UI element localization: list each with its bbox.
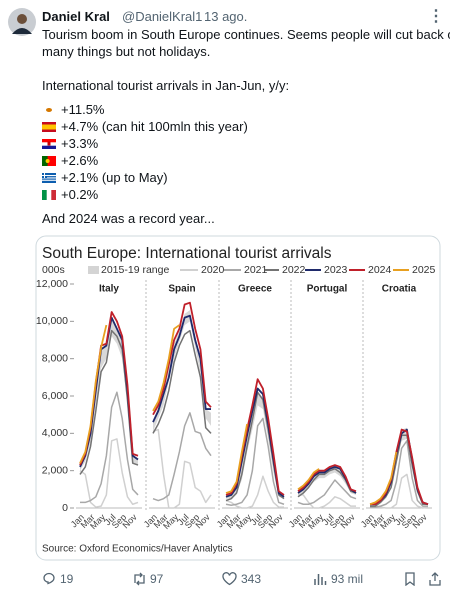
legend-label: 2025 [412,264,436,276]
handle[interactable]: @DanielKral1 [122,9,203,24]
tweet-text: And 2024 was a record year... [42,211,215,226]
y-tick-label: 6,000 [42,390,68,402]
reply-icon[interactable] [42,572,56,586]
legend-label: 2022 [282,264,306,276]
flag-cyprus [42,104,56,115]
y-tick-label: 0 [62,502,68,514]
item: +2.1% (up to May) [42,170,168,185]
panel-title: Greece [238,284,272,295]
legend-label: 2024 [368,264,392,276]
series-line [80,391,139,504]
legend-label: 2023 [324,264,348,276]
y-tick-label: 4,000 [42,427,68,439]
item-text: +3.3% [61,136,99,151]
series-line [152,314,211,423]
author[interactable]: Daniel Kral [42,9,110,24]
like-icon[interactable] [222,572,237,586]
flag-greece [42,172,56,183]
legend-swatch [88,266,99,274]
bookmark-icon[interactable] [403,572,417,586]
series-line [298,494,356,509]
y-tick-label: 12,000 [36,278,68,290]
item-text: +4.7% (can hit 100mln this year) [61,119,248,134]
item: +4.7% (can hit 100mln this year) [42,119,248,134]
series-line [152,324,180,412]
series-line [225,423,248,494]
y-tick-label: 10,000 [36,315,68,327]
series-line [152,412,212,502]
item-text: +2.6% [61,153,99,168]
flag-portugal [42,155,56,166]
tweet-text: Tourism boom in South Europe continues. … [42,27,450,42]
tweet-text: many things but not holidays. [42,44,211,59]
panel-title: Croatia [382,284,417,295]
repost-icon[interactable] [132,572,147,586]
item: +0.2% [42,187,98,202]
series-line [370,440,428,508]
legend-label: 2021 [244,264,268,276]
share-icon[interactable] [428,572,442,586]
views-count[interactable]: 93 mil [331,572,364,586]
item: +3.3% [42,136,98,151]
item: +2.6% [42,153,98,168]
views-icon[interactable] [313,572,327,586]
panel-title: Spain [168,284,195,295]
more-button[interactable]: ⋮ [428,8,444,25]
chart-title: South Europe: International tourist arri… [42,245,332,262]
series-line [152,329,212,434]
item-text: +0.2% [61,187,99,202]
series-line [225,417,285,506]
avatar[interactable] [8,8,36,36]
item-text: +2.1% (up to May) [61,170,168,185]
like-count[interactable]: 343 [241,572,262,586]
source: Source: Oxford Economics/Haver Analytics [42,544,233,555]
chart[interactable]: South Europe: International tourist arri… [0,0,450,565]
series-line [297,468,320,491]
series-line [225,378,285,496]
series-line [370,428,429,506]
chart-card [35,235,441,561]
y-tick-label: 2,000 [42,464,68,476]
series-line [297,479,357,506]
y-tick-label: 8,000 [42,352,68,364]
flag-spain [42,121,56,132]
repost-count[interactable]: 97 [150,572,164,586]
tweet-text: International tourist arrivals in Jan-Ju… [42,78,290,93]
series-line [79,324,108,464]
legend-label: 2015-19 range [101,264,169,276]
legend-label: 2020 [201,264,225,276]
item: +11.5% [42,102,105,117]
reply-count[interactable]: 19 [60,572,74,586]
series-line [225,475,284,509]
panel-title: Portugal [307,284,348,295]
unit-label: 000s [42,264,65,276]
flag-italy [42,189,56,200]
date[interactable]: 13 ago. [204,9,248,24]
series-line [152,428,212,509]
panel-title: Italy [99,284,119,295]
flag-croatia [42,138,56,149]
series-line [152,301,212,416]
item-text: +11.5% [61,102,105,117]
series-line [297,464,357,493]
series-line [369,451,398,506]
series-line [79,438,139,508]
